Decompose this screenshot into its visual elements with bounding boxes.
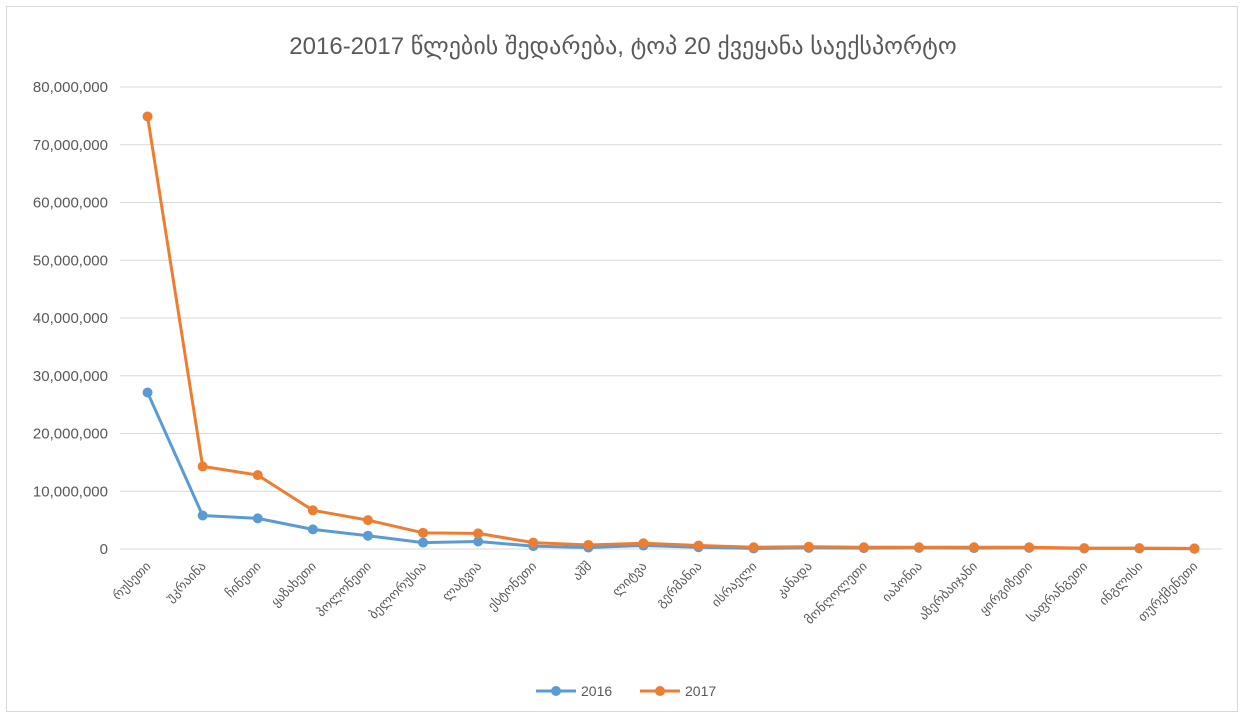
x-tick-label: კანადა (773, 559, 815, 601)
series-group (143, 111, 1200, 553)
data-point-2017 (418, 528, 428, 538)
data-point-2017 (308, 505, 318, 515)
y-tick-label: 0 (100, 541, 108, 558)
data-point-2017 (749, 542, 759, 552)
y-tick-label: 50,000,000 (33, 252, 108, 269)
data-point-2016 (308, 524, 318, 534)
x-tick-label: ყირგიზეთი (976, 558, 1035, 617)
data-point-2017 (198, 461, 208, 471)
x-tick-label: თურქმენეთი (1135, 558, 1201, 624)
grid-lines (120, 87, 1222, 549)
series-line-2016 (148, 392, 1195, 548)
x-tick-label: ისრაელი (708, 558, 760, 610)
data-point-2017 (694, 541, 704, 551)
data-point-2016 (253, 513, 263, 523)
data-point-2017 (1024, 542, 1034, 552)
y-axis: 0 10,000,000 20,000,000 30,000,000 40,000,00… (33, 79, 108, 558)
data-point-2017 (1079, 543, 1089, 553)
series-line-2017 (148, 116, 1195, 548)
x-tick-label: ლატვია (439, 559, 484, 604)
data-point-2017 (528, 538, 538, 548)
y-tick-label: 70,000,000 (33, 137, 108, 154)
x-tick-label: ბელორუსია (366, 559, 429, 622)
x-tick-label: უკრაინა (162, 559, 208, 605)
data-point-2017 (859, 542, 869, 552)
data-point-2017 (1189, 543, 1199, 553)
data-point-2017 (914, 542, 924, 552)
legend-marker-2017 (655, 686, 665, 696)
data-point-2017 (473, 528, 483, 538)
y-tick-label: 60,000,000 (33, 195, 108, 212)
data-point-2017 (363, 515, 373, 525)
data-point-2017 (1134, 543, 1144, 553)
data-point-2016 (198, 511, 208, 521)
x-axis: რუსეთი უკრაინა ჩინეთი ყაზახეთიპოლონეთიბელორ… (109, 558, 1200, 627)
x-tick-label: გერმანია (653, 559, 705, 611)
x-tick-label: ესტონეთი (484, 558, 539, 613)
x-tick-label: პოლონეთი (313, 558, 374, 619)
data-point-2017 (253, 470, 263, 480)
x-tick-label: ინგლისი (1096, 558, 1146, 608)
y-tick-label: 40,000,000 (33, 310, 108, 327)
data-point-2016 (418, 538, 428, 548)
legend: 2016 2017 (536, 683, 716, 699)
data-point-2017 (638, 538, 648, 548)
data-point-2017 (143, 111, 153, 121)
x-tick-label: ყაზახეთი (268, 558, 319, 609)
chart-title: 2016-2017 წლების შედარება, ტოპ 20 ქვეყან… (289, 33, 956, 60)
legend-marker-2016 (551, 686, 561, 696)
data-point-2016 (143, 387, 153, 397)
data-point-2017 (804, 542, 814, 552)
legend-label-2016: 2016 (581, 683, 612, 699)
data-point-2016 (363, 531, 373, 541)
x-tick-label: რუსეთი (109, 558, 154, 603)
x-tick-label: ლიტვა (609, 559, 650, 600)
y-tick-label: 20,000,000 (33, 426, 108, 443)
y-tick-label: 80,000,000 (33, 79, 108, 96)
legend-label-2017: 2017 (685, 683, 716, 699)
x-tick-label: აშშ (570, 559, 595, 584)
x-tick-label: ჩინეთი (222, 558, 264, 600)
x-tick-label: აზერბაიჯანი (916, 558, 981, 623)
data-point-2017 (969, 542, 979, 552)
y-tick-label: 30,000,000 (33, 368, 108, 385)
data-point-2017 (583, 540, 593, 550)
y-tick-label: 10,000,000 (33, 483, 108, 500)
x-tick-label: იაპონია (879, 559, 925, 605)
